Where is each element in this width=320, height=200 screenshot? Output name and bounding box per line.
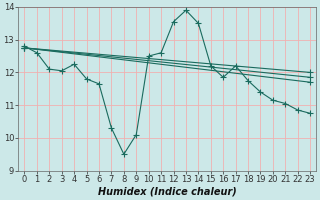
X-axis label: Humidex (Indice chaleur): Humidex (Indice chaleur) xyxy=(98,187,237,197)
